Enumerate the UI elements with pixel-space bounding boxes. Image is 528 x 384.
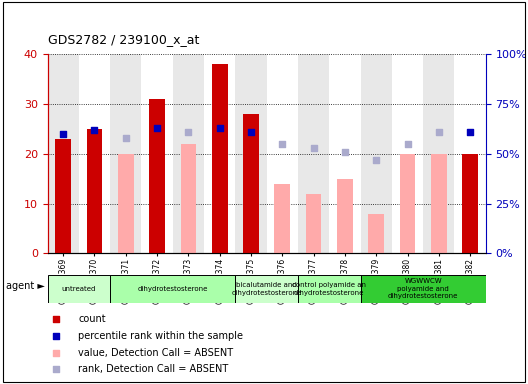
Bar (48, 54, 79, 253)
FancyBboxPatch shape (48, 275, 110, 303)
FancyBboxPatch shape (298, 275, 361, 303)
FancyBboxPatch shape (235, 275, 298, 303)
Text: control polyamide an
dihydrotestosterone: control polyamide an dihydrotestosterone (292, 282, 366, 296)
Bar (212, 64, 228, 253)
Point (342, 210, 351, 216)
Bar (267, 54, 298, 253)
Point (121, 134, 130, 141)
Text: value, Detection Call = ABSENT: value, Detection Call = ABSENT (78, 348, 233, 358)
Bar (455, 54, 486, 253)
Text: count: count (78, 314, 106, 324)
Bar (431, 154, 447, 253)
Point (342, 56, 351, 63)
Bar (149, 99, 165, 253)
Bar (392, 54, 423, 253)
Bar (235, 54, 267, 253)
Text: GDS2782 / 239100_x_at: GDS2782 / 239100_x_at (48, 33, 199, 46)
Point (372, 157, 381, 163)
Text: untreated: untreated (62, 286, 96, 292)
Bar (118, 154, 134, 253)
Bar (181, 144, 196, 253)
Bar (243, 114, 259, 253)
FancyBboxPatch shape (110, 275, 235, 303)
Point (278, 141, 287, 147)
FancyBboxPatch shape (361, 275, 486, 303)
Point (247, 129, 255, 135)
Point (59, 131, 68, 137)
Bar (400, 154, 416, 253)
Bar (306, 194, 322, 253)
Point (184, 129, 193, 135)
Bar (275, 184, 290, 253)
Bar (423, 54, 455, 253)
Bar (173, 54, 204, 253)
Text: rank, Detection Call = ABSENT: rank, Detection Call = ABSENT (78, 364, 229, 374)
Point (466, 129, 474, 135)
Bar (55, 139, 71, 253)
Text: WGWWCW
polyamide and
dihydrotestosterone: WGWWCW polyamide and dihydrotestosterone (388, 278, 458, 300)
Point (215, 124, 224, 131)
Text: bicalutamide and
dihydrotestosterone: bicalutamide and dihydrotestosterone (231, 282, 302, 296)
Bar (204, 54, 235, 253)
Bar (463, 154, 478, 253)
Point (403, 141, 412, 147)
Bar (361, 54, 392, 253)
Text: percentile rank within the sample: percentile rank within the sample (78, 331, 243, 341)
Point (435, 129, 443, 135)
Point (153, 124, 162, 131)
Bar (369, 214, 384, 253)
Bar (337, 179, 353, 253)
Text: dihydrotestosterone: dihydrotestosterone (137, 286, 208, 292)
Point (90, 127, 99, 133)
Text: agent ►: agent ► (6, 281, 45, 291)
Bar (79, 54, 110, 253)
Point (341, 149, 349, 155)
Bar (329, 54, 361, 253)
Bar (87, 129, 102, 253)
Bar (298, 54, 329, 253)
Bar (142, 54, 173, 253)
Bar (110, 54, 142, 253)
Point (309, 144, 318, 151)
